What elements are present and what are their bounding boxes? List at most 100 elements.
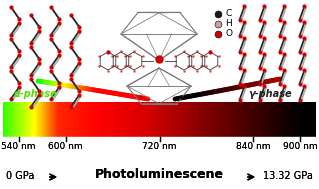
Bar — [289, 102, 290, 137]
Bar — [108, 102, 109, 137]
Bar — [21, 102, 22, 137]
Bar — [46, 102, 47, 137]
Bar — [191, 102, 192, 137]
Bar — [210, 102, 211, 137]
Bar — [62, 102, 63, 137]
Bar — [70, 102, 71, 137]
Bar — [195, 102, 196, 137]
Bar — [163, 102, 164, 137]
Bar — [251, 102, 252, 137]
Bar — [215, 102, 216, 137]
Bar — [266, 102, 267, 137]
Bar — [173, 102, 174, 137]
Bar — [234, 102, 235, 137]
Bar — [81, 102, 82, 137]
Bar — [71, 102, 72, 137]
Bar — [146, 102, 147, 137]
Bar — [49, 102, 50, 137]
Bar — [247, 102, 248, 137]
Bar — [214, 102, 215, 137]
Bar — [149, 102, 150, 137]
Bar — [164, 102, 165, 137]
Bar — [228, 102, 229, 137]
Bar — [241, 102, 242, 137]
Bar — [173, 102, 174, 137]
Bar — [90, 102, 91, 137]
Bar — [241, 102, 242, 137]
Bar — [114, 102, 115, 137]
Bar — [183, 102, 184, 137]
Bar — [200, 102, 201, 137]
Bar — [112, 102, 113, 137]
Bar — [136, 102, 137, 137]
Bar — [279, 102, 280, 137]
Bar — [172, 102, 173, 137]
Bar — [299, 102, 300, 137]
Bar — [285, 102, 286, 137]
Bar — [253, 102, 255, 137]
Bar — [244, 102, 245, 137]
Bar — [17, 102, 18, 137]
Bar — [288, 102, 289, 137]
Bar — [150, 102, 151, 137]
Bar — [274, 102, 275, 137]
Bar — [230, 102, 232, 137]
Bar — [82, 102, 83, 137]
Bar — [144, 102, 145, 137]
Bar — [95, 102, 96, 137]
Bar — [123, 102, 124, 137]
Bar — [310, 102, 311, 137]
Bar — [53, 102, 54, 137]
Bar — [295, 102, 296, 137]
Bar — [294, 102, 295, 137]
Bar — [212, 102, 213, 137]
Bar — [141, 102, 142, 137]
Bar — [220, 102, 222, 137]
Bar — [178, 102, 179, 137]
Bar — [26, 102, 27, 137]
Bar — [163, 102, 164, 137]
Bar — [207, 102, 208, 137]
Bar — [104, 102, 105, 137]
Bar — [293, 102, 294, 137]
Bar — [132, 102, 133, 137]
Bar — [63, 102, 64, 137]
Bar — [13, 102, 14, 137]
Bar — [265, 102, 266, 137]
Bar — [311, 102, 312, 137]
Bar — [105, 102, 106, 137]
Bar — [162, 102, 163, 137]
Bar — [268, 102, 269, 137]
Bar — [242, 102, 243, 137]
Text: 600 nm: 600 nm — [48, 142, 83, 151]
Bar — [59, 102, 60, 137]
Bar — [171, 102, 172, 137]
Bar — [19, 102, 20, 137]
Bar — [212, 102, 213, 137]
Bar — [66, 102, 67, 137]
Bar — [237, 102, 238, 137]
Bar — [130, 102, 131, 137]
Bar — [118, 102, 119, 137]
Bar — [183, 102, 184, 137]
Bar — [292, 102, 293, 137]
Bar — [225, 102, 226, 137]
Bar — [119, 102, 120, 137]
Bar — [133, 102, 134, 137]
Bar — [236, 102, 237, 137]
Bar — [154, 102, 155, 137]
Bar — [186, 102, 187, 137]
Bar — [157, 102, 158, 137]
Bar — [107, 102, 108, 137]
Text: 0 GPa: 0 GPa — [6, 171, 34, 181]
Bar — [17, 102, 18, 137]
Bar — [91, 102, 92, 137]
Bar — [240, 102, 241, 137]
Bar — [80, 102, 81, 137]
Bar — [261, 102, 262, 137]
Bar — [226, 102, 227, 137]
Bar — [160, 102, 161, 137]
Bar — [308, 102, 309, 137]
Bar — [297, 102, 298, 137]
Bar — [249, 102, 250, 137]
